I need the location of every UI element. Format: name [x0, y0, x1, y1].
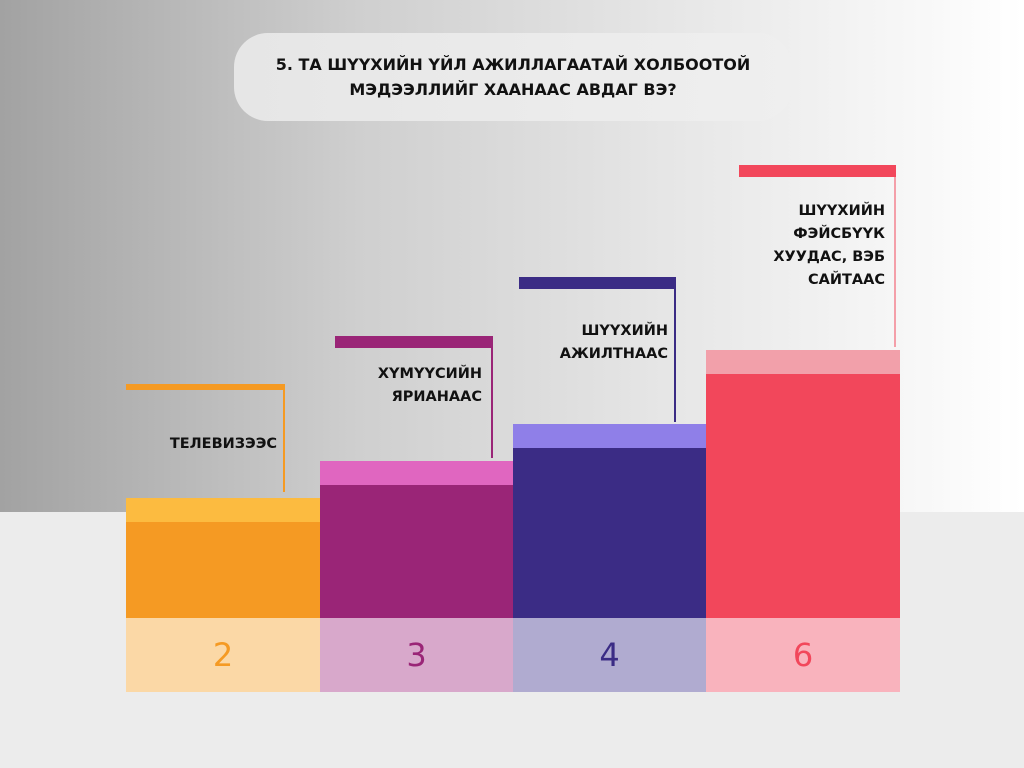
label-bar-4 — [739, 165, 896, 177]
bar-cap-2 — [320, 461, 513, 485]
bar-3 — [513, 424, 706, 618]
label-line-3 — [674, 277, 676, 422]
value-box-4: 6 — [706, 618, 900, 692]
category-label-1: ТЕЛЕВИЗЭЭС — [169, 436, 277, 452]
bar-4 — [706, 350, 900, 618]
label-line-2 — [491, 336, 493, 458]
bar-2 — [320, 461, 513, 618]
bar-cap-3 — [513, 424, 706, 448]
bar-cap-4 — [706, 350, 900, 374]
value-label: 6 — [792, 636, 814, 674]
category-label-2: ХҮМҮҮСИЙН ЯРИАНААС — [377, 366, 482, 405]
category-label-3: ШҮҮХИЙН АЖИЛТНААС — [559, 323, 668, 362]
label-bar-2 — [335, 336, 493, 348]
label-bar-1 — [126, 384, 285, 390]
value-label: 2 — [212, 636, 234, 674]
value-box-1: 2 — [126, 618, 320, 692]
value-label: 4 — [599, 636, 620, 674]
label-bar-3 — [519, 277, 676, 289]
chart-title: 5. ТА ШҮҮХИЙН ҮЙЛ АЖИЛЛАГААТАЙ ХОЛБООТОЙ… — [275, 55, 751, 99]
label-line-1 — [283, 384, 285, 492]
value-box-3: 4 — [513, 618, 706, 692]
bar-cap-1 — [126, 498, 320, 522]
value-box-2: 3 — [320, 618, 513, 692]
value-label: 3 — [406, 636, 427, 674]
label-line-4 — [894, 165, 896, 347]
category-label-4: ШҮҮХИЙН ФЭЙСБҮҮК ХУУДАС, ВЭБ САЙТААС — [773, 203, 885, 288]
title-box: 5. ТА ШҮҮХИЙН ҮЙЛ АЖИЛЛАГААТАЙ ХОЛБООТОЙ… — [234, 33, 792, 121]
